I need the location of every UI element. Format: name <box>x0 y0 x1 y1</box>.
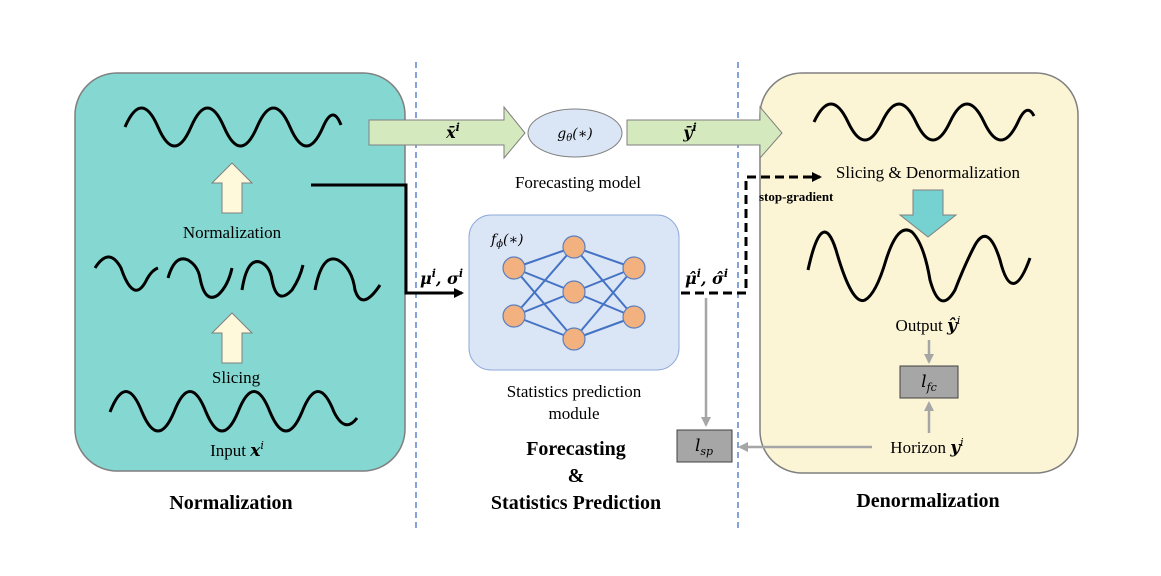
neural-network-nodes <box>502 235 646 351</box>
loss-fc-symbol: lfc <box>921 372 937 394</box>
normalized-output-symbol: ȳi <box>682 121 696 142</box>
input-label: Input xi <box>210 439 264 461</box>
normalization-panel <box>74 72 406 472</box>
loss-sp-symbol: lsp <box>695 436 713 458</box>
forecasting-model-function: gθ(∗) <box>557 126 592 144</box>
forecasting-model-label: Forecasting model <box>515 173 641 192</box>
denormalization-title: Denormalization <box>856 490 999 512</box>
middle-title-line1: Forecasting <box>526 438 626 460</box>
normalized-input-symbol: x̄i <box>445 121 460 142</box>
loss-fc-box <box>899 365 959 399</box>
sliced-waves <box>93 255 382 302</box>
horizon-label: Horizon yi <box>890 436 963 458</box>
output-wave <box>806 228 1032 303</box>
normalized-wave <box>123 106 343 148</box>
normalization-step-label: Normalization <box>183 223 282 242</box>
output-label: Output ŷi <box>896 314 961 336</box>
denormalization-down-arrow <box>898 189 958 238</box>
input-to-model-arrow <box>368 105 526 160</box>
forecast-normalized-wave <box>812 102 1036 142</box>
middle-title-line3: Statistics Prediction <box>491 492 661 514</box>
denormalization-panel <box>759 72 1079 474</box>
middle-title-line2: & <box>568 465 585 487</box>
loss-sp-box <box>676 429 733 463</box>
normalization-up-arrow <box>210 162 254 214</box>
slicing-step-label: Slicing <box>212 368 261 387</box>
stop-gradient-arrow <box>681 172 822 295</box>
slicing-up-arrow <box>210 312 254 364</box>
normalization-title: Normalization <box>169 492 292 514</box>
model-to-output-arrow <box>626 105 783 160</box>
stats-input-symbols: μi, σi <box>420 267 463 288</box>
stats-input-arrow <box>311 183 464 298</box>
input-wave <box>108 390 359 433</box>
forecasting-model-node <box>527 108 623 158</box>
stop-gradient-label: stop-gradient <box>759 189 834 204</box>
stats-module-function: fϕ(∗) <box>490 232 523 250</box>
stats-module-label-line2: module <box>549 404 600 423</box>
stats-output-symbols: μ̂i, σ̂i <box>685 267 728 288</box>
stats-module-label-line1: Statistics prediction <box>507 382 642 401</box>
slicing-denormalization-label: Slicing & Denormalization <box>836 163 1021 182</box>
